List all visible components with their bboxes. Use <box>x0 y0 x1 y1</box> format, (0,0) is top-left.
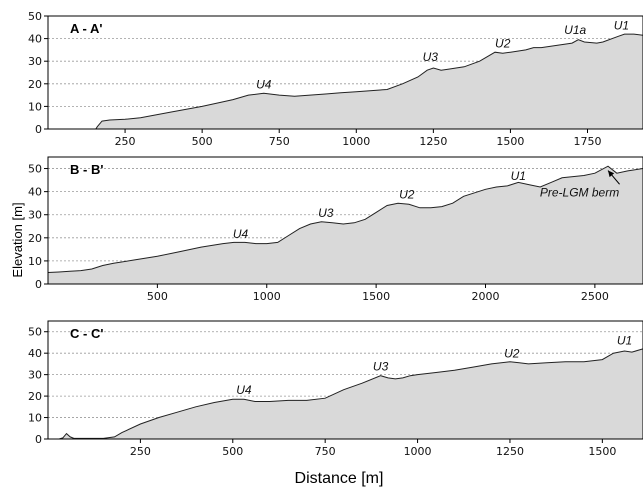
y-tick-label: 40 <box>28 33 42 46</box>
unit-annotation: U1 <box>614 19 629 33</box>
x-tick-label: 1500 <box>496 135 524 148</box>
unit-annotation: U1 <box>617 334 632 348</box>
unit-annotation: U2 <box>495 37 511 51</box>
y-tick-label: 0 <box>35 278 42 291</box>
unit-annotation: U1 <box>511 169 526 183</box>
unit-annotation: U1a <box>564 23 586 37</box>
panel-frame <box>47 156 643 285</box>
unit-annotation: U3 <box>423 50 439 64</box>
x-tick-label: 500 <box>222 445 243 458</box>
profile-panel-1: 0 10 20 30 40 50 500 1000 1500 2000 2500 B - B' U4 U3… <box>28 156 643 303</box>
y-tick-label: 50 <box>28 163 42 176</box>
y-tick-label: 10 <box>28 100 42 113</box>
x-tick-label: 500 <box>147 290 168 303</box>
x-tick-label: 750 <box>315 445 336 458</box>
unit-annotation: U4 <box>233 227 249 241</box>
x-tick-label: 1500 <box>362 290 390 303</box>
y-tick-label: 30 <box>28 209 42 222</box>
y-tick-label: 0 <box>35 433 42 446</box>
x-axis-title: Distance [m] <box>295 470 384 487</box>
panel-title: B - B' <box>70 162 103 177</box>
x-tick-label: 1000 <box>253 290 281 303</box>
x-tick-label: 250 <box>115 135 136 148</box>
x-tick-label: 250 <box>130 445 151 458</box>
unit-annotation: U2 <box>504 346 520 360</box>
unit-annotation: U3 <box>318 206 334 220</box>
x-tick-label: 1000 <box>342 135 370 148</box>
y-axis-title: Elevation [m] <box>10 202 25 277</box>
unit-annotation: U4 <box>256 77 272 91</box>
elevation-area <box>48 166 643 284</box>
panel-frame <box>47 320 643 440</box>
profile-panel-2: 0 10 20 30 40 50 250 500 750 1000 1250 1500 C - C' U4… <box>28 320 643 458</box>
y-tick-label: 0 <box>35 123 42 136</box>
y-tick-label: 20 <box>28 390 42 403</box>
unit-annotation: U2 <box>399 188 415 202</box>
profile-panel-0: 0 10 20 30 40 50 250 500 750 1000 1250 1500 1750 A - … <box>28 10 643 148</box>
y-tick-label: 40 <box>28 186 42 199</box>
y-tick-label: 10 <box>28 255 42 268</box>
x-tick-label: 500 <box>192 135 213 148</box>
x-tick-label: 1500 <box>588 445 616 458</box>
x-tick-label: 1750 <box>574 135 602 148</box>
unit-annotation: U4 <box>236 383 252 397</box>
panel-frame <box>47 15 643 130</box>
annotation-arrowhead <box>608 170 615 178</box>
panel-title: A - A' <box>70 21 102 36</box>
x-tick-label: 1250 <box>496 445 524 458</box>
y-tick-label: 30 <box>28 55 42 68</box>
y-tick-label: 10 <box>28 412 42 425</box>
x-tick-label: 2500 <box>581 290 609 303</box>
y-tick-label: 50 <box>28 10 42 23</box>
y-tick-label: 20 <box>28 78 42 91</box>
panel-title: C - C' <box>70 326 103 341</box>
x-tick-label: 2000 <box>472 290 500 303</box>
elevation-area <box>95 34 643 129</box>
unit-annotation: Pre-LGM berm <box>540 185 619 199</box>
elevation-profile-line <box>58 348 643 439</box>
y-tick-label: 20 <box>28 232 42 245</box>
unit-annotation: U3 <box>373 359 389 373</box>
y-tick-label: 30 <box>28 369 42 382</box>
x-tick-label: 1250 <box>419 135 447 148</box>
x-tick-label: 1000 <box>404 445 432 458</box>
elevation-profile-line <box>95 33 643 129</box>
elevation-area <box>59 348 643 439</box>
x-tick-label: 750 <box>269 135 290 148</box>
elevation-profile-line <box>48 165 643 273</box>
y-tick-label: 50 <box>28 326 42 339</box>
y-tick-label: 40 <box>28 347 42 360</box>
